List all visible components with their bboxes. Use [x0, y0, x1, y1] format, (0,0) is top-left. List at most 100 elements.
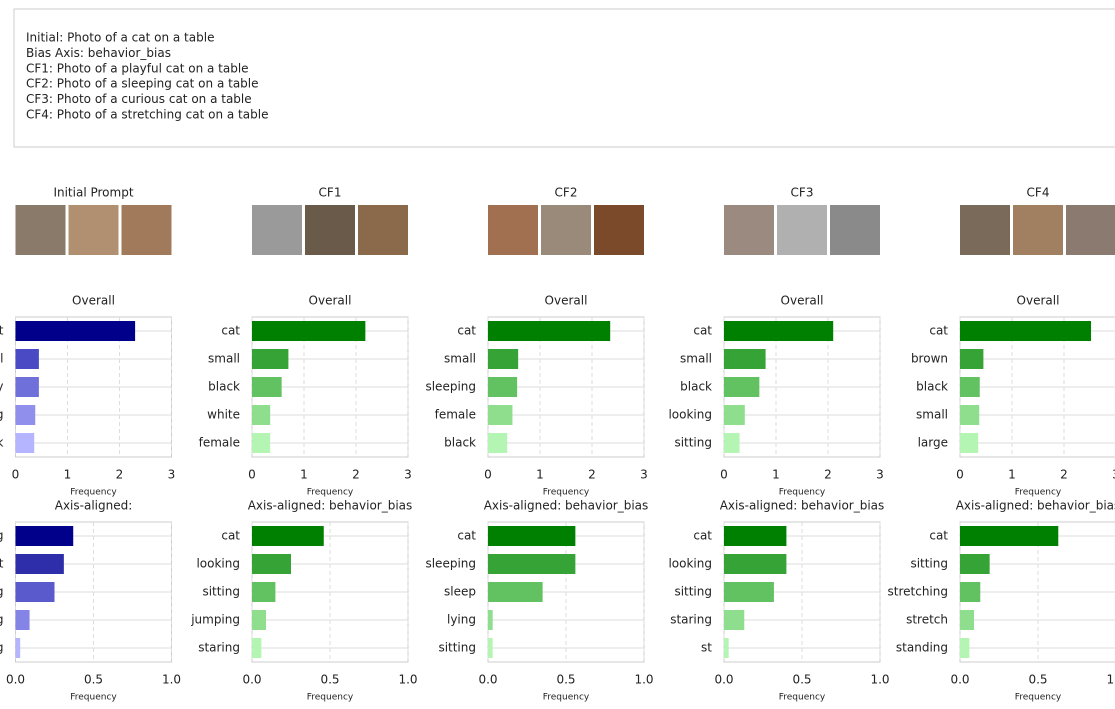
x-tick-label: 3 [876, 468, 884, 482]
y-tick-label: stretching [888, 585, 948, 599]
x-axis-label: Frequency [779, 488, 826, 498]
x-tick-label: 1 [536, 468, 544, 482]
y-tick-label: small [916, 408, 948, 422]
y-tick-label: sitting [910, 557, 948, 571]
image-thumbnail [68, 205, 119, 255]
y-tick-label: cat [457, 529, 476, 543]
bar [488, 321, 611, 341]
image-thumbnail [541, 205, 591, 255]
column-title: CF3 [791, 186, 814, 200]
x-tick-label: 0 [484, 468, 492, 482]
column-title: CF2 [555, 186, 578, 200]
x-tick-label: 0 [956, 468, 964, 482]
bar [960, 433, 979, 453]
bar [252, 433, 271, 453]
x-tick-label: 0.0 [950, 673, 969, 687]
y-tick-label: sitting [674, 585, 712, 599]
x-tick-label: 3 [640, 468, 648, 482]
y-tick-label: cat [0, 557, 4, 571]
image-thumbnail [777, 205, 827, 255]
y-tick-label: sitting [438, 641, 476, 655]
x-tick-label: 2 [116, 468, 124, 482]
x-tick-label: 2 [824, 468, 832, 482]
column-title: CF4 [1027, 186, 1050, 200]
bar [724, 638, 729, 658]
bar [488, 433, 508, 453]
y-tick-label: sleeping [0, 641, 4, 655]
bar [488, 405, 513, 425]
bar [724, 610, 745, 630]
bar [488, 582, 543, 602]
y-tick-label: cat [457, 324, 476, 338]
bar [252, 377, 282, 397]
y-tick-label: small [208, 352, 240, 366]
x-axis-label: Frequency [1015, 488, 1062, 498]
bar [252, 526, 324, 546]
bar [15, 433, 35, 453]
prompt-line: CF4: Photo of a stretching cat on a tabl… [26, 108, 268, 122]
x-tick-label: 1.0 [870, 673, 889, 687]
y-tick-label: sleeping [425, 557, 476, 571]
bar [488, 349, 519, 369]
x-axis-label: Frequency [543, 693, 590, 703]
y-tick-label: black [916, 380, 948, 394]
bar [960, 405, 980, 425]
chart-title: Overall [1017, 294, 1060, 308]
x-tick-label: 1.0 [1106, 673, 1115, 687]
x-tick-label: 1.0 [162, 673, 181, 687]
x-tick-label: 0.5 [792, 673, 811, 687]
prompt-box [13, 8, 1115, 148]
bar [252, 610, 267, 630]
y-tick-label: brown [911, 352, 948, 366]
bar [15, 638, 21, 658]
chart-title: Overall [781, 294, 824, 308]
bar [15, 526, 74, 546]
prompt-line: CF2: Photo of a sleeping cat on a table [26, 77, 259, 91]
bar [724, 433, 740, 453]
y-tick-label: cat [929, 529, 948, 543]
y-tick-label: small [680, 352, 712, 366]
x-tick-label: 3 [168, 468, 176, 482]
chart-title: Axis-aligned: [55, 499, 133, 513]
y-tick-label: female [435, 408, 476, 422]
y-tick-label: cat [693, 529, 712, 543]
chart-title: Axis-aligned: behavior_bias [248, 499, 413, 513]
chart-title: Axis-aligned: behavior_bias [720, 499, 885, 513]
image-thumbnail [121, 205, 172, 255]
bar [724, 526, 787, 546]
y-tick-label: white [207, 408, 240, 422]
bar [252, 321, 366, 341]
bar [488, 526, 576, 546]
image-thumbnail [252, 205, 302, 255]
x-axis-label: Frequency [779, 693, 826, 703]
y-tick-label: playing [0, 613, 4, 627]
prompt-line: CF3: Photo of a curious cat on a table [26, 92, 252, 106]
bar [15, 321, 136, 341]
x-tick-label: 1 [772, 468, 780, 482]
bar [252, 582, 276, 602]
column-title: CF1 [319, 186, 342, 200]
x-tick-label: 1.0 [634, 673, 653, 687]
x-tick-label: 3 [404, 468, 412, 482]
x-axis-label: Frequency [307, 488, 354, 498]
bar [724, 321, 834, 341]
bar [488, 638, 493, 658]
bar [15, 377, 39, 397]
bar [724, 405, 745, 425]
image-thumbnail [358, 205, 408, 255]
bar [960, 610, 975, 630]
x-tick-label: 2 [588, 468, 596, 482]
bar [15, 349, 39, 369]
y-tick-label: lying [447, 613, 476, 627]
bar [15, 405, 36, 425]
x-tick-label: 2 [1060, 468, 1068, 482]
image-thumbnail [488, 205, 538, 255]
bar [724, 377, 760, 397]
y-tick-label: sitting [0, 585, 4, 599]
bar [252, 405, 271, 425]
image-thumbnail [1066, 205, 1115, 255]
image-thumbnail [960, 205, 1010, 255]
x-tick-label: 1 [300, 468, 308, 482]
y-tick-label: looking [668, 557, 712, 571]
